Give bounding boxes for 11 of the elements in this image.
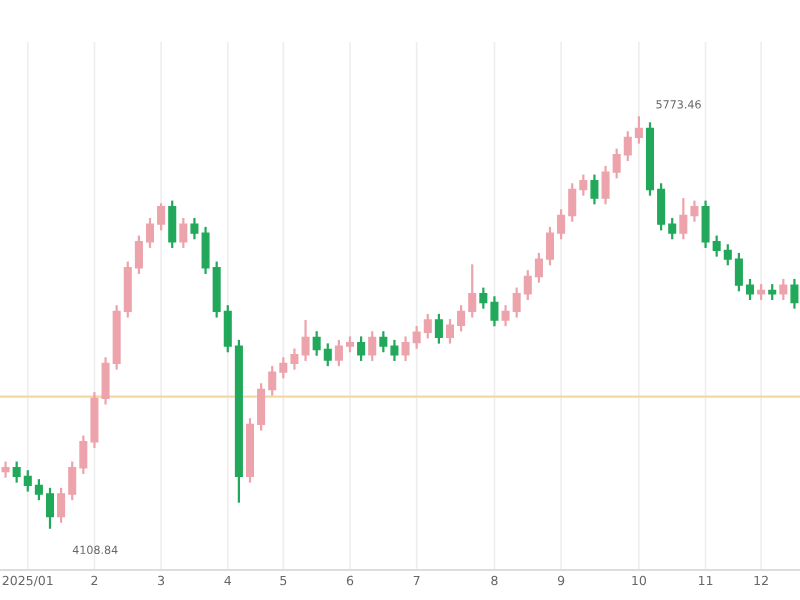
candlestick [179,216,188,250]
candlestick [357,335,366,363]
candlestick [368,330,377,363]
candlestick [790,277,799,310]
candlestick [434,312,443,345]
candlestick [1,460,10,479]
candlestick [590,173,599,206]
candlestick [779,277,788,302]
candlestick [190,216,199,241]
candlestick [168,199,177,250]
candlestick [301,318,310,363]
